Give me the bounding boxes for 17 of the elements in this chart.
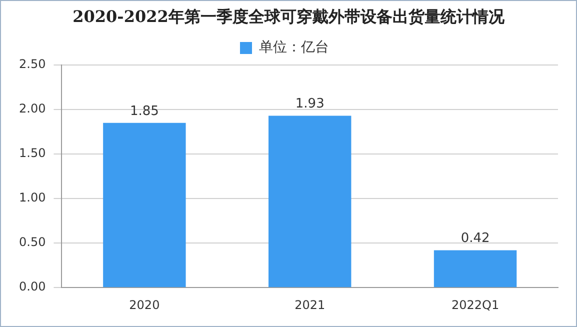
- y-tick-label: 2.00: [19, 102, 46, 116]
- data-label: 1.93: [295, 96, 324, 112]
- y-tick-label: 1.00: [19, 190, 46, 205]
- bar: [434, 250, 517, 288]
- y-tick-label: 0.50: [19, 235, 46, 250]
- data-label: 0.42: [460, 231, 490, 246]
- x-tick-label: 2022Q1: [451, 298, 500, 312]
- data-label: 1.85: [130, 104, 159, 119]
- x-tick-label: 2020: [129, 298, 160, 312]
- y-tick-label: 0.00: [19, 280, 46, 294]
- x-tick-label: 2021: [294, 298, 326, 312]
- y-tick-label: 1.50: [19, 146, 46, 160]
- chart-title: 2020-2022年第一季度全球可穿戴外带设备出货量统计情况: [72, 7, 506, 28]
- bar: [268, 116, 352, 288]
- bar: [103, 122, 186, 288]
- y-tick-label: 2.50: [19, 57, 46, 72]
- legend-label: 单位：亿台: [259, 40, 329, 56]
